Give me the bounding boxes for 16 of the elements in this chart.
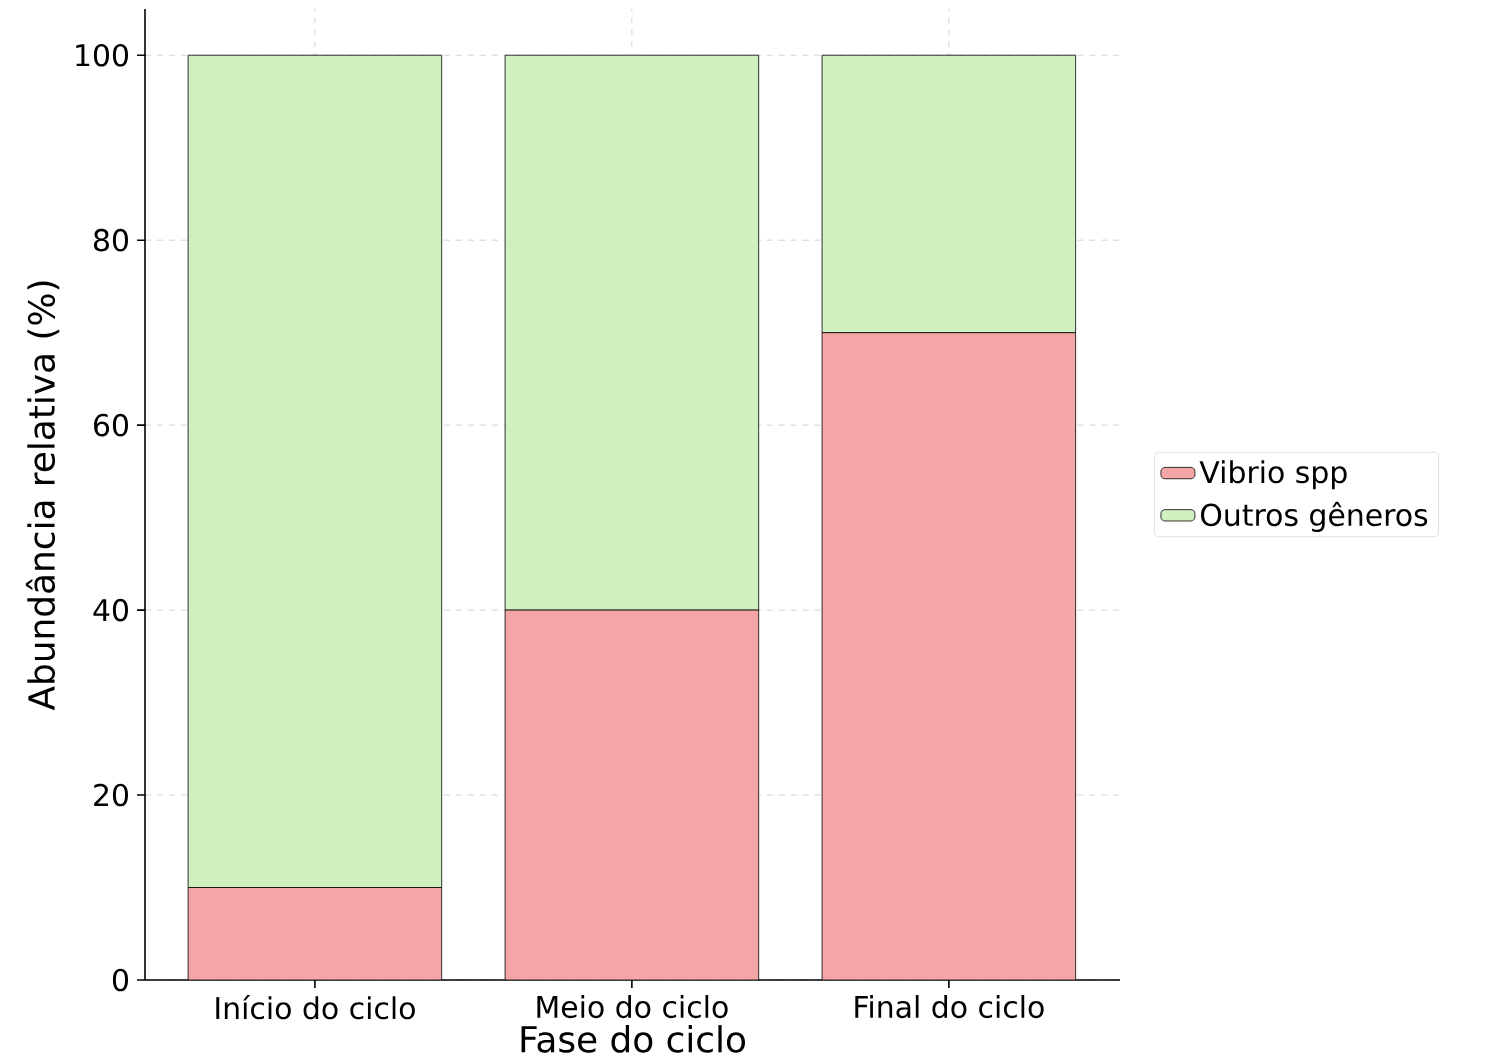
x-tick-label: Meio do ciclo (537, 995, 728, 1019)
legend-label: Outros gêneros (1201, 501, 1428, 532)
y-tick-label: 100 (76, 43, 128, 67)
y-tick-label: 40 (93, 598, 128, 622)
bar (504, 609, 760, 980)
y-tick-label: 20 (94, 783, 128, 807)
y-tick-label: 60 (94, 413, 128, 437)
legend-label: Vibrio spp (1199, 460, 1347, 490)
y-axis-title: Abundância relativa (%) (25, 281, 60, 711)
y-tick-label: 80 (93, 228, 128, 252)
x-tick-label: Final do ciclo (855, 995, 1044, 1019)
bar (187, 887, 443, 980)
x-axis-title: Fase do ciclo (521, 1025, 745, 1053)
x-tick-label: Início do ciclo (216, 995, 415, 1020)
y-tick-label: 0 (112, 968, 128, 992)
bar (821, 332, 1077, 980)
